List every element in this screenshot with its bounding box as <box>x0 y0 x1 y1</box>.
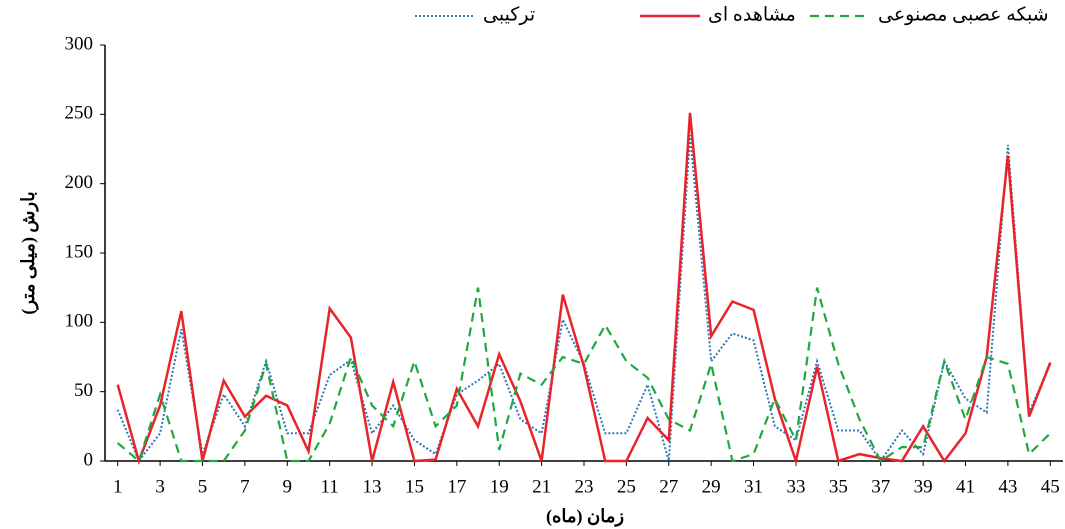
y-tick-label: 0 <box>84 449 94 470</box>
x-tick-label: 3 <box>155 476 165 497</box>
x-tick-label: 11 <box>321 476 339 497</box>
x-tick-label: 7 <box>240 476 250 497</box>
y-tick-label: 50 <box>74 380 93 401</box>
x-tick-label: 39 <box>914 476 933 497</box>
series-line <box>116 287 1052 463</box>
x-tick-label: 37 <box>871 476 890 497</box>
x-tick-label: 43 <box>998 476 1017 497</box>
legend-label: ترکیبی <box>483 4 535 25</box>
y-tick-label: 100 <box>65 311 94 332</box>
x-tick-label: 29 <box>702 476 721 497</box>
series-line <box>116 135 1052 463</box>
x-tick-label: 35 <box>829 476 848 497</box>
series-line <box>116 112 1052 466</box>
x-tick-label: 5 <box>198 476 208 497</box>
legend-label: شبکه عصبی مصنوعی <box>878 4 1049 25</box>
y-tick-label: 300 <box>65 33 94 54</box>
x-tick-label: 9 <box>283 476 293 497</box>
legend-label: مشاهده ای <box>708 4 796 25</box>
x-tick-label: 27 <box>659 476 678 497</box>
x-tick-label: 13 <box>363 476 382 497</box>
x-tick-label: 19 <box>490 476 509 497</box>
x-tick-label: 31 <box>744 476 763 497</box>
y-axis-label: بارش (میلی متر) <box>18 191 39 314</box>
x-tick-label: 15 <box>405 476 424 497</box>
y-tick-label: 200 <box>65 172 94 193</box>
x-tick-label: 21 <box>532 476 551 497</box>
x-tick-label: 23 <box>575 476 594 497</box>
y-tick-label: 250 <box>65 103 94 124</box>
x-tick-label: 17 <box>447 476 466 497</box>
x-tick-label: 25 <box>617 476 636 497</box>
x-axis-label: زمان (ماه) <box>546 506 624 527</box>
x-tick-label: 1 <box>113 476 123 497</box>
x-tick-label: 33 <box>786 476 805 497</box>
x-tick-label: 45 <box>1041 476 1060 497</box>
x-tick-label: 41 <box>956 476 975 497</box>
y-tick-label: 150 <box>65 241 94 262</box>
